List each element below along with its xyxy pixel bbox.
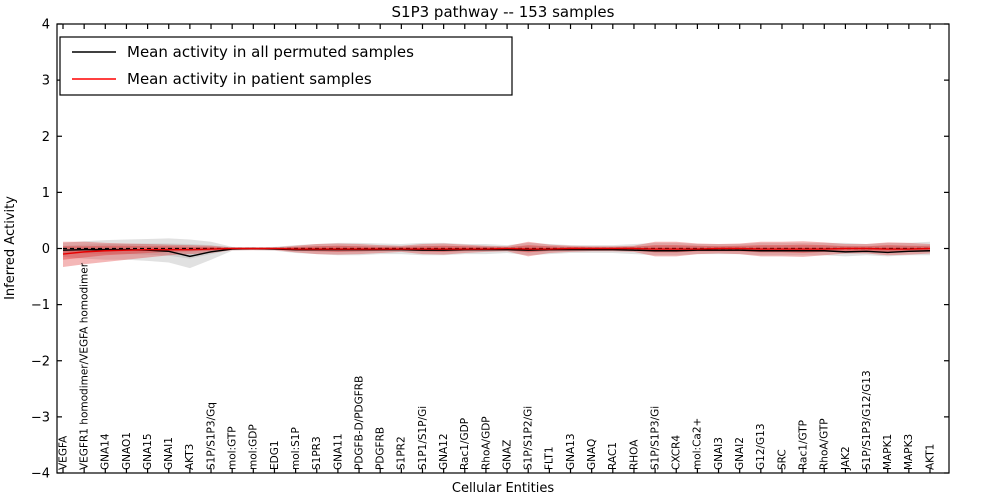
- x-tick-label: GNAI3: [713, 437, 725, 470]
- x-tick-label: JAK2: [840, 446, 852, 471]
- legend-label-patient: Mean activity in patient samples: [127, 70, 372, 88]
- x-tick-label: GNA12: [438, 433, 450, 470]
- y-tick-label: 0: [42, 242, 50, 257]
- legend-label-permuted: Mean activity in all permuted samples: [127, 43, 414, 61]
- y-tick-label: −3: [31, 410, 50, 425]
- x-tick-label: S1P1/S1P/Gi: [417, 406, 429, 470]
- x-tick-label: VEGFR1 homodimer/VEGFA homodimer: [79, 262, 91, 470]
- band-1: [63, 243, 930, 259]
- x-tick-label: GNA14: [100, 433, 112, 470]
- x-tick-label: mol:S1P: [290, 427, 302, 470]
- y-tick-label: 1: [42, 186, 50, 201]
- x-tick-label: FLT1: [544, 446, 556, 470]
- x-tick-label: S1PR2: [396, 436, 408, 470]
- x-tick-label: mol:GDP: [248, 424, 260, 470]
- y-tick-label: 4: [42, 18, 50, 33]
- band-2: [63, 241, 930, 268]
- x-tick-label: Rac1/GTP: [797, 420, 809, 470]
- x-tick-label: MAPK3: [903, 434, 915, 470]
- x-tick-label: mol:Ca2+: [692, 418, 704, 470]
- x-tick-label: S1P/S1P3/G12/G13: [861, 370, 873, 470]
- x-tick-label: GNA15: [142, 433, 154, 470]
- x-tick-label: RhoA/GTP: [819, 418, 831, 470]
- x-tick-label: S1P/S1P3/Gq: [205, 402, 217, 470]
- x-tick-label: GNAZ: [501, 440, 513, 470]
- x-tick-label: GNAI2: [734, 437, 746, 470]
- plot-content: −4 −3 −2 −1 0 1 2 3 4 VEGFA VEGFR1 homodimer/VEGFA…: [31, 18, 949, 482]
- x-tick-label: GNAO1: [121, 432, 133, 470]
- legend-box: [59, 36, 513, 96]
- y-tick-label: 3: [42, 74, 50, 89]
- x-axis-label: Cellular Entities: [452, 481, 554, 496]
- x-tick-label: SRC: [776, 449, 788, 470]
- y-tick-label: −2: [31, 354, 50, 369]
- x-tick-label: RhoA/GDP: [480, 416, 492, 470]
- y-axis-label: Inferred Activity: [3, 196, 18, 300]
- x-tick-label: AKT3: [184, 444, 196, 470]
- x-tick-label: S1P/S1P2/Gi: [523, 406, 535, 470]
- x-tick-label: MAPK1: [882, 434, 894, 470]
- x-tick-label: S1PR3: [311, 436, 323, 470]
- x-tick-label: RAC1: [607, 442, 619, 470]
- x-tick-label: GNAI1: [163, 437, 175, 470]
- series-permuted-mean-line: [62, 247, 931, 258]
- x-tick-label: GNAQ: [586, 439, 598, 470]
- x-tick-label: CXCR4: [671, 435, 683, 470]
- x-tick-label: mol:GTP: [227, 426, 239, 470]
- y-tick-label: 2: [42, 130, 50, 145]
- x-tick-label: EDG1: [269, 440, 281, 470]
- x-tick-label: GNA13: [565, 433, 577, 470]
- legend: Mean activity in all permuted samples Me…: [59, 36, 513, 96]
- band-0: [63, 238, 930, 269]
- x-tick-label: S1P/S1P3/Gi: [649, 406, 661, 470]
- series-patient-mean-line: [62, 247, 931, 255]
- x-tick-label: VEGFA: [57, 435, 69, 470]
- y-tick-label: −1: [31, 298, 50, 313]
- chart-title: S1P3 pathway -- 153 samples: [392, 3, 615, 21]
- x-tick-label: PDGFB-D/PDGFRB: [353, 376, 365, 470]
- y-tick-label: −4: [31, 467, 50, 482]
- x-tick-label: GNA11: [332, 433, 344, 470]
- x-tick-label: RHOA: [628, 439, 640, 470]
- x-tick-label: PDGFRB: [375, 427, 387, 470]
- x-tick-label: AKT1: [924, 444, 936, 470]
- axes-frame: [56, 23, 950, 474]
- x-tick-label: G12/G13: [755, 423, 767, 470]
- x-tick-label: Rac1/GDP: [459, 418, 471, 470]
